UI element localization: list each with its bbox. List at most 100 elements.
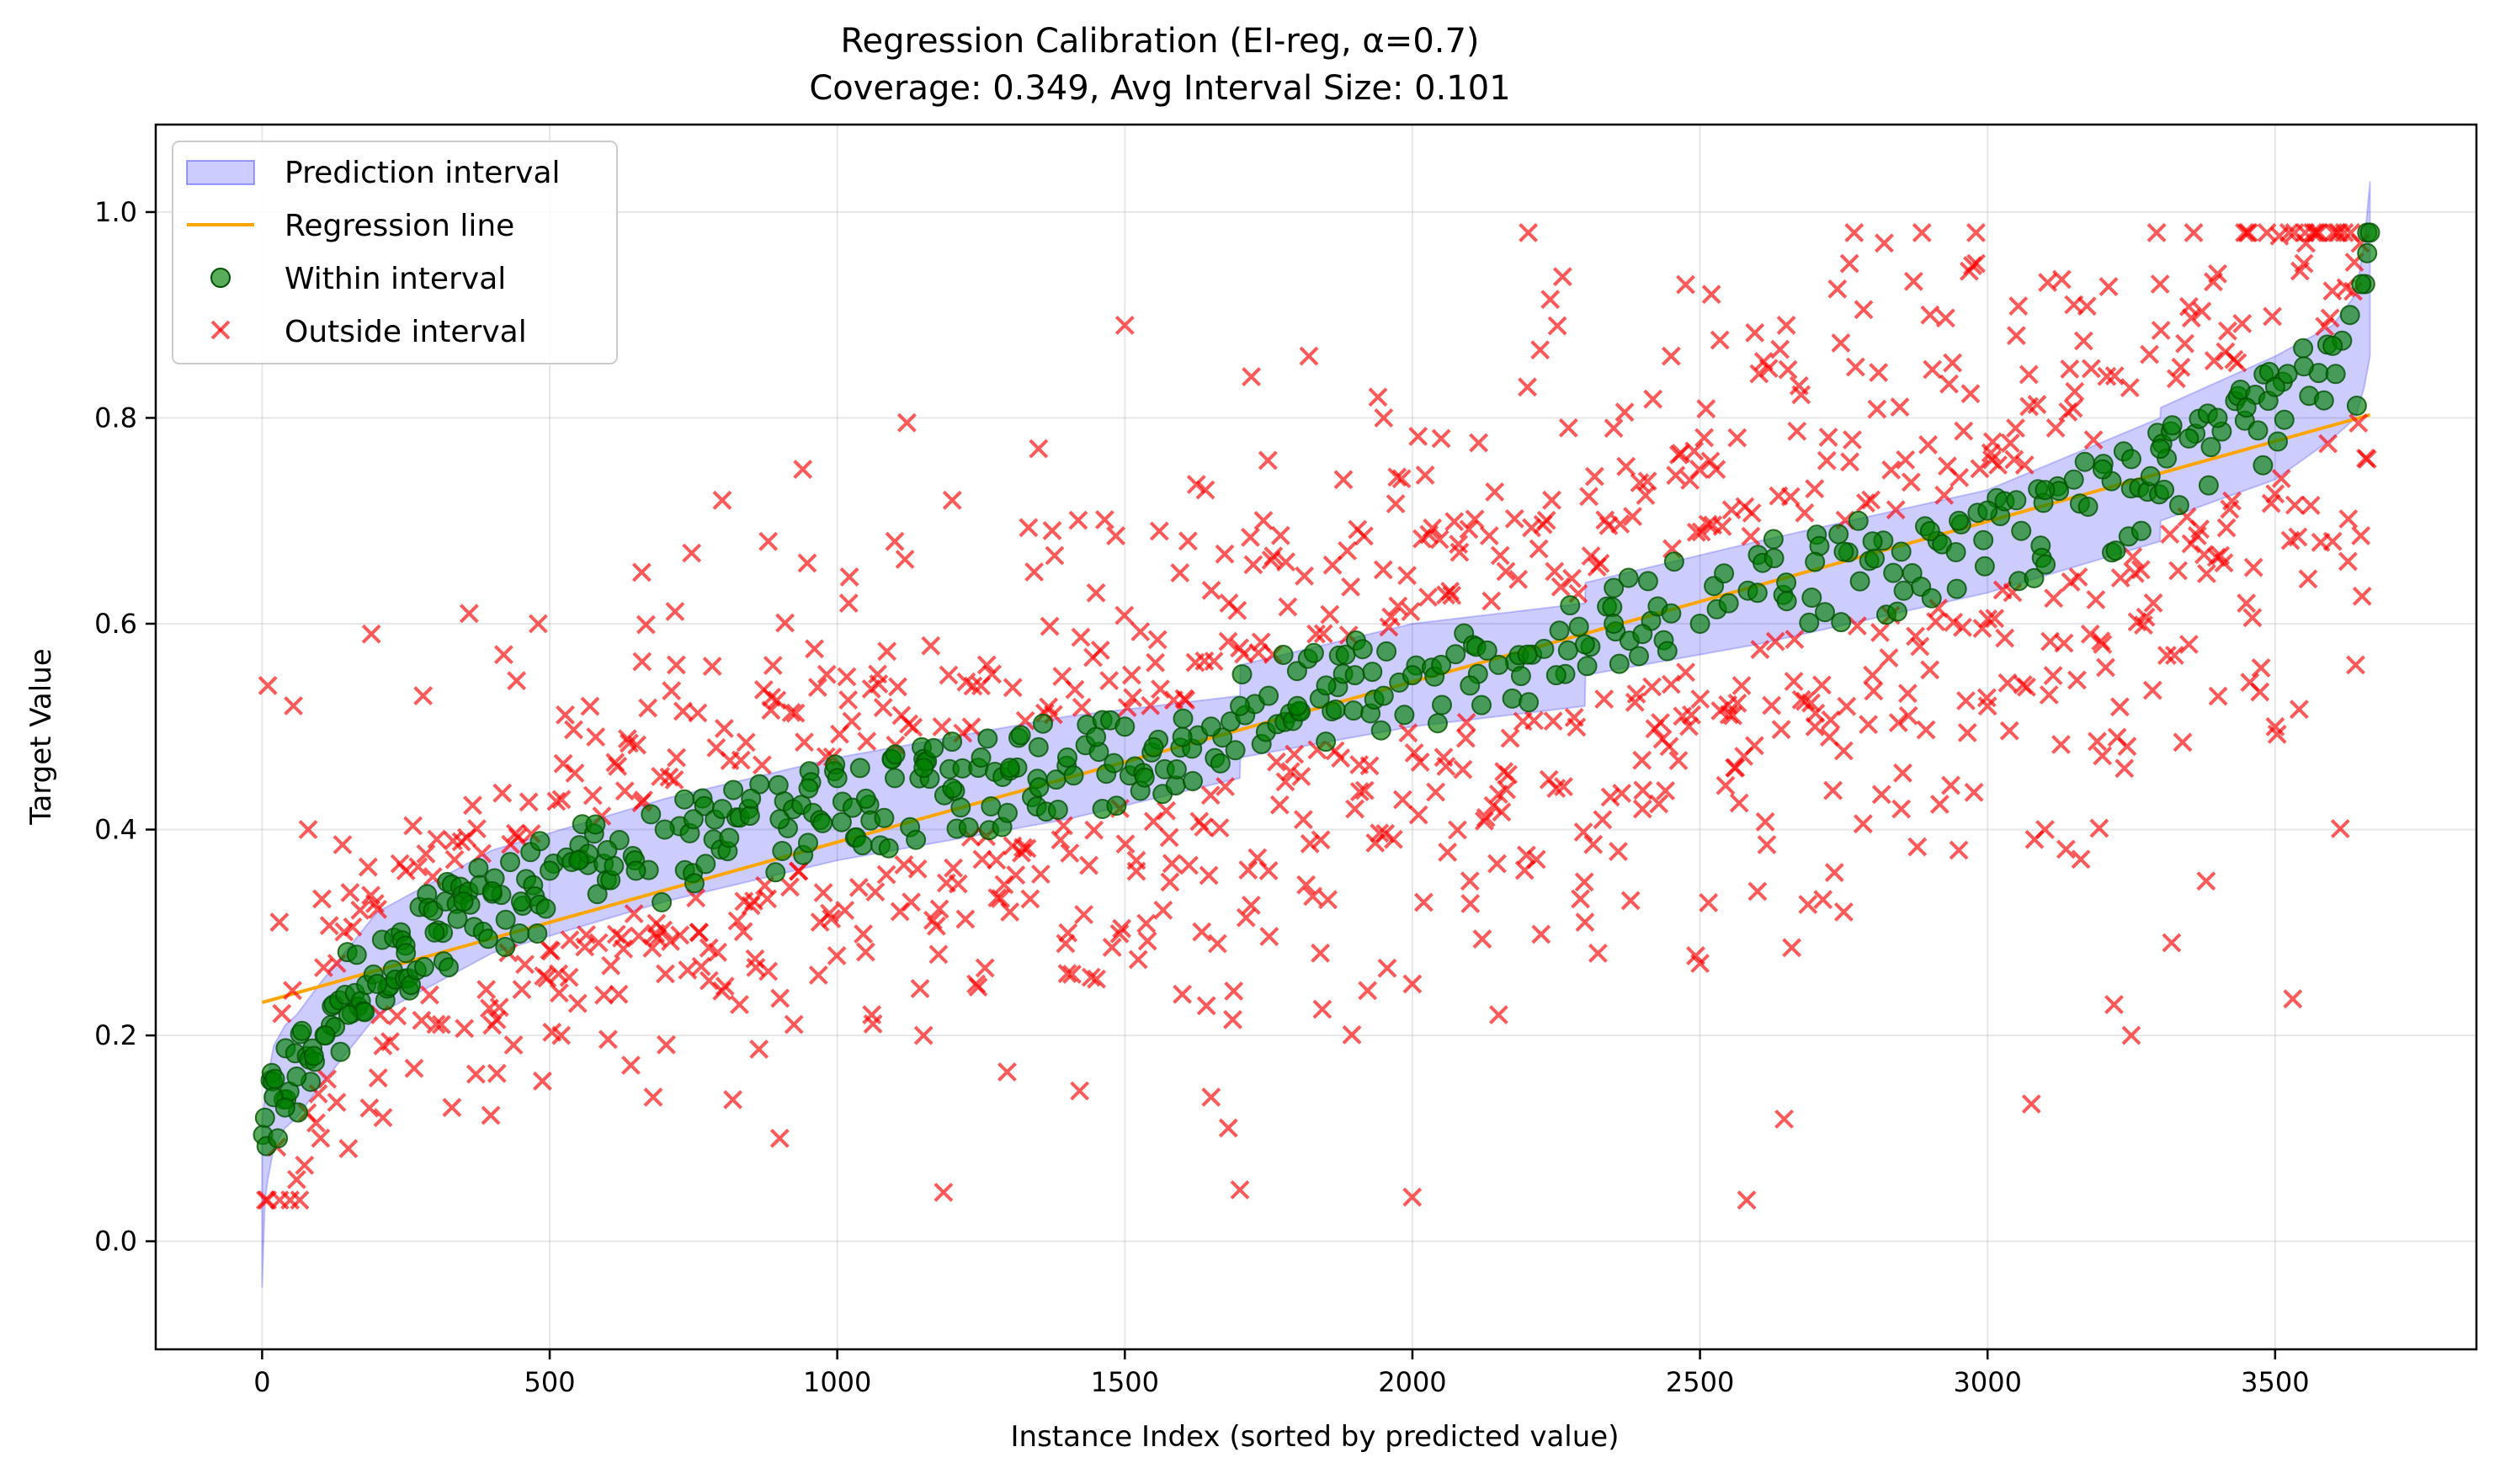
outside-interval-point xyxy=(1784,672,1804,691)
outside-interval-point xyxy=(2130,560,2151,580)
outside-interval-point xyxy=(1413,892,1434,912)
outside-interval-point xyxy=(1696,399,1716,419)
outside-interval-point xyxy=(2279,222,2299,242)
within-interval-point xyxy=(1303,642,1324,663)
x-tick-label: 1000 xyxy=(803,1366,871,1398)
outside-interval-point xyxy=(519,792,539,812)
within-interval-point xyxy=(367,973,388,994)
within-interval-point xyxy=(2006,490,2027,511)
within-interval-point xyxy=(1362,662,1383,683)
outside-interval-point xyxy=(1263,546,1284,566)
outside-interval-point xyxy=(1978,609,1998,629)
within-interval-point xyxy=(1471,694,1492,715)
outside-interval-point xyxy=(1546,779,1566,799)
outside-interval-point xyxy=(2104,994,2124,1014)
outside-interval-point xyxy=(1524,710,1544,731)
outside-interval-point xyxy=(1387,467,1407,487)
outside-interval-point xyxy=(361,624,381,644)
outside-interval-point xyxy=(855,942,875,962)
within-interval-point xyxy=(2207,407,2228,428)
outside-interval-point xyxy=(1117,698,1137,718)
outside-interval-point xyxy=(1070,1081,1090,1101)
outside-interval-point xyxy=(758,531,779,551)
within-interval-point xyxy=(1714,563,1735,584)
within-interval-point xyxy=(268,1128,289,1149)
within-interval-point xyxy=(1166,759,1187,779)
legend-label-within: Within interval xyxy=(285,262,506,296)
outside-interval-point xyxy=(2063,398,2083,418)
outside-interval-point xyxy=(1966,222,1986,242)
outside-interval-point xyxy=(1547,316,1567,336)
outside-interval-point xyxy=(1840,452,1860,472)
outside-interval-point xyxy=(508,827,528,848)
outside-interval-point xyxy=(2330,819,2350,838)
outside-interval-point xyxy=(1723,705,1743,726)
outside-interval-point xyxy=(1870,622,1890,642)
within-interval-point xyxy=(1210,753,1231,774)
outside-interval-point xyxy=(1839,253,1859,274)
outside-interval-point xyxy=(598,1029,618,1050)
within-interval-point xyxy=(1602,597,1623,618)
outside-interval-point xyxy=(2071,849,2091,870)
outside-interval-point xyxy=(1114,605,1135,625)
outside-interval-point xyxy=(810,912,830,933)
within-interval-point xyxy=(2236,397,2257,418)
legend-label-line: Regression line xyxy=(285,209,514,243)
within-interval-point xyxy=(1028,737,1049,758)
outside-interval-point xyxy=(1758,359,1779,379)
outside-interval-point xyxy=(1543,711,1563,731)
within-interval-point xyxy=(1945,542,1966,562)
outside-interval-point xyxy=(2243,557,2263,577)
outside-interval-point xyxy=(2164,646,2184,665)
within-interval-point xyxy=(1974,556,1995,577)
within-interval-point xyxy=(1637,571,1658,592)
outside-interval-point xyxy=(2301,495,2321,515)
outside-interval-point xyxy=(403,816,423,836)
within-interval-point xyxy=(453,891,474,912)
within-interval-point xyxy=(739,806,760,827)
outside-interval-point xyxy=(1953,617,1972,637)
outside-interval-point xyxy=(2150,274,2170,294)
outside-interval-point xyxy=(1381,607,1402,627)
outside-interval-point xyxy=(1941,775,1961,795)
outside-interval-point xyxy=(1487,854,1507,874)
x-tick-label: 2500 xyxy=(1666,1366,1734,1398)
outside-interval-point xyxy=(1632,799,1652,819)
outside-interval-point xyxy=(2044,588,2064,609)
outside-interval-point xyxy=(1964,782,1984,802)
outside-interval-point xyxy=(350,900,370,920)
outside-interval-point xyxy=(1442,585,1462,605)
outside-interval-point xyxy=(2251,657,2271,678)
outside-interval-point xyxy=(1632,750,1652,770)
outside-interval-point xyxy=(2204,351,2224,371)
within-interval-point xyxy=(1047,800,1068,820)
within-interval-point xyxy=(2011,520,2032,541)
within-interval-point xyxy=(2130,520,2152,541)
outside-interval-point xyxy=(1333,470,1354,490)
within-interval-point xyxy=(1568,616,1589,637)
within-interval-point xyxy=(2074,451,2095,472)
outside-interval-point xyxy=(1170,563,1190,583)
outside-interval-point xyxy=(1529,539,1549,559)
outside-interval-point xyxy=(1500,728,1520,748)
outside-interval-point xyxy=(2162,933,2182,953)
within-interval-point xyxy=(625,860,646,881)
outside-interval-point xyxy=(1238,860,1258,880)
outside-interval-point xyxy=(1408,426,1428,446)
within-interval-point xyxy=(2092,459,2113,480)
outside-interval-point xyxy=(1867,399,1887,419)
within-interval-point xyxy=(2200,437,2221,458)
within-interval-point xyxy=(1657,641,1678,662)
outside-interval-point xyxy=(730,994,749,1014)
within-interval-point xyxy=(2247,420,2269,441)
outside-interval-point xyxy=(1801,693,1821,713)
outside-interval-point xyxy=(948,874,968,894)
outside-interval-point xyxy=(2045,418,2066,438)
outside-interval-point xyxy=(2051,269,2072,290)
within-interval-point xyxy=(2253,455,2274,476)
within-interval-point xyxy=(913,758,934,779)
outside-interval-point xyxy=(1699,892,1719,912)
outside-interval-point xyxy=(955,909,976,929)
outside-interval-point xyxy=(1819,727,1839,747)
outside-interval-point xyxy=(1742,503,1762,523)
